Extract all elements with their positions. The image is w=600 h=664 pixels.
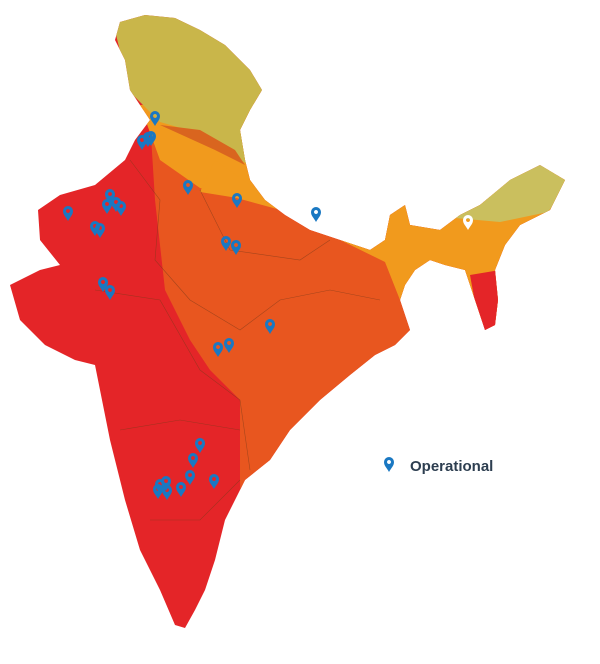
- zone-himalaya: [110, 15, 265, 165]
- zone-orange: [200, 160, 250, 200]
- legend-label: Operational: [410, 458, 493, 475]
- zone-northeast: [455, 160, 565, 222]
- site-pin: [311, 207, 321, 222]
- zone-red: [470, 270, 500, 330]
- legend-pin: [384, 457, 394, 472]
- legend: Operational: [384, 457, 493, 475]
- zone-transition: [160, 125, 245, 165]
- state-borders: [94, 159, 381, 521]
